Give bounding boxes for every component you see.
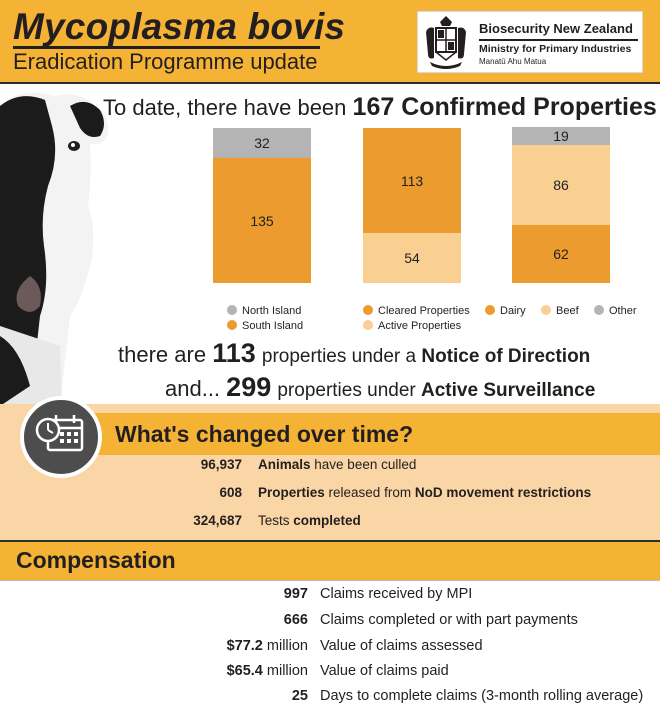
nod-statement: there are 113 properties under a Notice … [118,338,590,369]
statement-lead: there are [118,342,207,367]
unit: million [262,638,308,654]
orange-dot-icon [485,305,495,315]
compensation-title: Compensation [16,547,176,573]
bar-value-label: 113 [400,172,424,189]
legend-label: North Island [242,305,302,317]
claims-received-value: 997 [180,586,308,602]
orange-dot-icon [227,320,237,330]
claims-received-label: Claims received by MPI [320,586,473,602]
bar-island-north-island: 32 [213,128,311,158]
bar-type-other: 19 [512,127,610,145]
days-to-complete-value: 25 [180,688,308,704]
maori-name: Manatū Ahu Matua [479,57,547,66]
legend-label: South Island [242,320,304,332]
bar-value-label: 19 [553,128,569,144]
org-divider [479,39,638,41]
value: 25 [291,688,308,704]
changes-header [80,413,660,455]
unit: million [262,663,308,679]
surveillance-count: 299 [226,372,272,402]
bar-value-label: 135 [250,212,274,229]
bar-value-label: 54 [404,250,420,266]
ministry-name: Ministry for Primary Industries [479,43,632,55]
tests-completed-label: Tests completed [258,513,361,528]
properties-released-label: Properties released from NoD movement re… [258,485,591,500]
legend-label: Other [609,305,637,317]
label-bold: completed [293,513,361,528]
light-orange-dot-icon [363,320,373,330]
animals-culled-value: 96,937 [200,457,242,472]
statement-emphasis: Notice of Direction [421,346,591,367]
legend-label: Cleared Properties [378,305,470,317]
org-name: Biosecurity New Zealand [479,21,633,36]
legend-cleared: Cleared Properties [363,305,470,317]
value: 997 [283,586,308,602]
statement-lead: and... [165,376,221,401]
value: $65.4 [226,663,263,679]
cow-photo [0,92,109,406]
label-text: Tests [258,513,294,528]
page-subtitle: Eradication Programme update [13,49,318,74]
bar-value-label: 62 [553,246,569,262]
calendar-clock-icon [20,396,102,478]
legend-label: Beef [556,305,579,317]
bar-value-label: 86 [553,177,569,193]
biosecurity-logo: Biosecurity New Zealand Ministry for Pri… [417,11,643,73]
legend-active: Active Properties [363,320,461,332]
nod-count: 113 [212,338,256,368]
compensation-section [0,580,660,717]
claims-completed-value: 666 [180,612,308,628]
legend-south-island: South Island [227,320,303,332]
claims-assessed-label: Value of claims assessed [320,638,483,654]
bar-status-active-properties: 54 [363,233,461,283]
legend-other: Other [594,305,637,317]
tests-completed-value: 324,687 [193,513,242,528]
bar-status-cleared-properties: 113 [363,128,461,233]
legend-north-island: North Island [227,305,301,317]
label-text: have been culled [310,457,417,472]
legend-beef: Beef [541,305,579,317]
page-title: Mycoplasma bovis [13,6,346,47]
legend-label: Active Properties [378,320,462,332]
label-bold: Animals [258,457,311,472]
title-underline [13,46,320,49]
headline-prefix: To date, there have been [103,95,347,120]
legend-dairy: Dairy [485,305,526,317]
value: $77.2 [226,638,263,654]
statement-emphasis: Active Surveillance [421,380,596,401]
grey-dot-icon [227,305,237,315]
orange-dot-icon [363,305,373,315]
nz-coat-of-arms-icon [426,16,466,69]
claims-paid-label: Value of claims paid [320,663,449,679]
bar-value-label: 32 [254,135,270,151]
label-bold: NoD movement restrictions [414,485,592,500]
label-bold: Properties [258,485,325,500]
bar-type-beef: 86 [512,145,610,225]
header-banner: Mycoplasma bovis Eradication Programme u… [0,0,660,84]
bar-island-south-island: 135 [213,158,311,283]
properties-released-value: 608 [219,485,242,500]
days-to-complete-label: Days to complete claims (3-month rolling… [320,688,644,704]
legend-label: Dairy [500,305,526,317]
statement-text: properties under a [261,346,417,367]
claims-completed-label: Claims completed or with part payments [320,612,578,628]
value: 666 [283,612,308,628]
calendar-clock-icon [35,415,84,452]
bar-type-dairy: 62 [512,225,610,283]
compensation-header [0,540,660,580]
claims-paid-value: $65.4 million [180,663,308,679]
label-text: released from [324,485,415,500]
animals-culled-label: Animals have been culled [258,457,416,472]
surveillance-statement: and... 299 properties under Active Surve… [165,372,595,403]
claims-assessed-value: $77.2 million [180,638,308,654]
confirmed-properties-headline: To date, there have been 167 Confirmed P… [103,93,657,122]
headline-emphasis: 167 Confirmed Properties [352,93,657,121]
changes-title: What's changed over time? [115,421,414,447]
grey-dot-icon [594,305,604,315]
light-orange-dot-icon [541,305,551,315]
statement-text: properties under [277,380,416,401]
